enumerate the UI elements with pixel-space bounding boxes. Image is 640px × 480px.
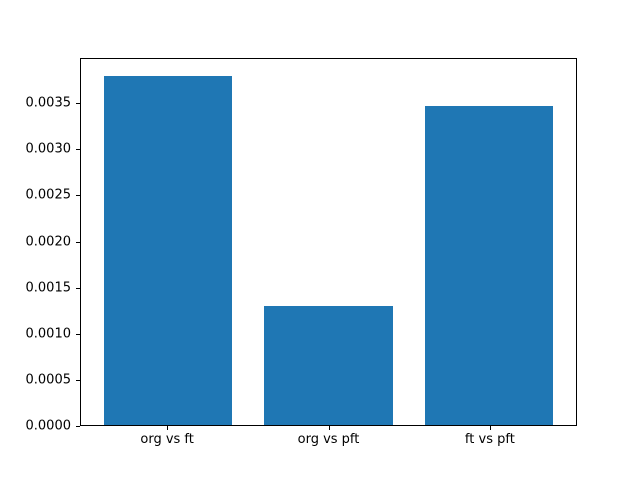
bar-org-vs-ft <box>103 76 233 425</box>
bar-ft-vs-pft <box>424 105 554 425</box>
y-tick-mark <box>76 426 80 427</box>
y-tick-mark <box>76 103 80 105</box>
x-tick-mark <box>167 426 169 430</box>
y-tick-label: 0.0030 <box>25 141 72 157</box>
x-tick-label: org vs pft <box>297 432 360 447</box>
y-tick-mark <box>76 195 80 197</box>
x-tick-mark <box>328 426 330 430</box>
y-tick-mark <box>76 287 80 289</box>
y-tick-label: 0.0015 <box>25 280 72 296</box>
x-tick-label: org vs ft <box>140 432 194 447</box>
y-tick-label: 0.0005 <box>25 372 72 388</box>
y-tick-mark <box>76 241 80 243</box>
y-tick-label: 0.0020 <box>25 234 72 250</box>
y-tick-label: 0.0010 <box>25 326 72 342</box>
plot-area <box>80 58 577 426</box>
bar-org-vs-pft <box>264 305 393 425</box>
x-tick-mark <box>489 426 491 430</box>
x-tick-label: ft vs pft <box>464 432 515 447</box>
y-tick-label: 0.0025 <box>25 187 72 203</box>
y-tick-label: 0.0035 <box>25 95 72 111</box>
y-tick-mark <box>76 379 80 381</box>
y-tick-label: 0.0000 <box>25 418 72 434</box>
y-tick-mark <box>76 333 80 335</box>
y-tick-mark <box>76 149 80 151</box>
